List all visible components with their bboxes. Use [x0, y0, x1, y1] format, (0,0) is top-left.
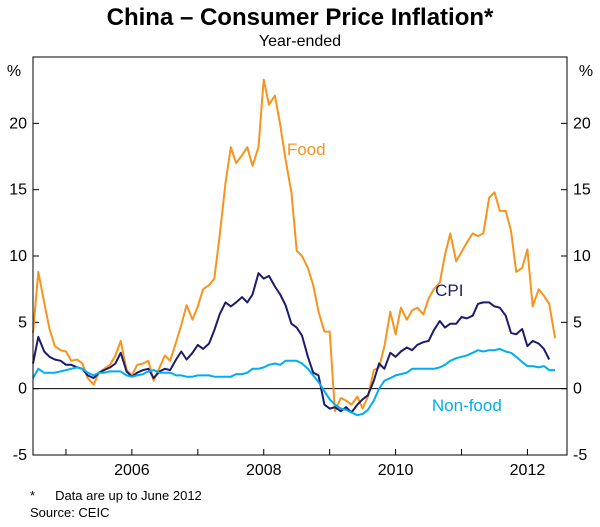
y-tick-label-left: 5	[18, 314, 27, 331]
x-tick-label: 2010	[378, 462, 414, 479]
chart-subtitle: Year-ended	[259, 33, 341, 50]
y-unit-left: %	[7, 63, 21, 80]
y-tick-label-right: -5	[573, 447, 587, 464]
series-line-cpi	[32, 272, 551, 414]
y-tick-label-left: -5	[13, 447, 27, 464]
source-note: Source: CEIC	[30, 505, 110, 520]
series-line-non-food	[32, 347, 556, 417]
y-tick-label-right: 20	[573, 115, 591, 132]
footnote-marker: *	[30, 488, 36, 503]
chart-title: China – Consumer Price Inflation*	[107, 4, 494, 31]
y-tick-label-right: 10	[573, 248, 591, 265]
axis-ticks: -5 -5 0 0 5 5 10 10 15 15 20 20 2006 2008 2010 2012	[9, 115, 591, 479]
y-tick-label-right: 0	[573, 381, 582, 398]
footnote-text: Data are up to June 2012	[55, 488, 202, 503]
y-tick-label-left: 20	[9, 115, 27, 132]
y-tick-label-right: 15	[573, 182, 591, 199]
x-tick-label: 2006	[114, 462, 150, 479]
series-label-cpi: CPI	[435, 281, 463, 300]
footnote: * Data are up to June 2012	[30, 488, 202, 503]
y-tick-label-left: 10	[9, 248, 27, 265]
x-tick-label: 2012	[510, 462, 546, 479]
series-lines	[32, 78, 557, 417]
y-tick-label-left: 15	[9, 182, 27, 199]
plot-frame	[32, 56, 568, 456]
y-tick-label-right: 5	[573, 314, 582, 331]
x-tick-label: 2008	[246, 462, 282, 479]
series-line-food	[32, 78, 557, 413]
y-unit-right: %	[579, 63, 593, 80]
series-label-food: Food	[287, 140, 326, 159]
series-label-non-food: Non-food	[432, 396, 502, 415]
y-tick-label-left: 0	[18, 381, 27, 398]
series-labels: Food CPI Non-food	[287, 140, 502, 415]
